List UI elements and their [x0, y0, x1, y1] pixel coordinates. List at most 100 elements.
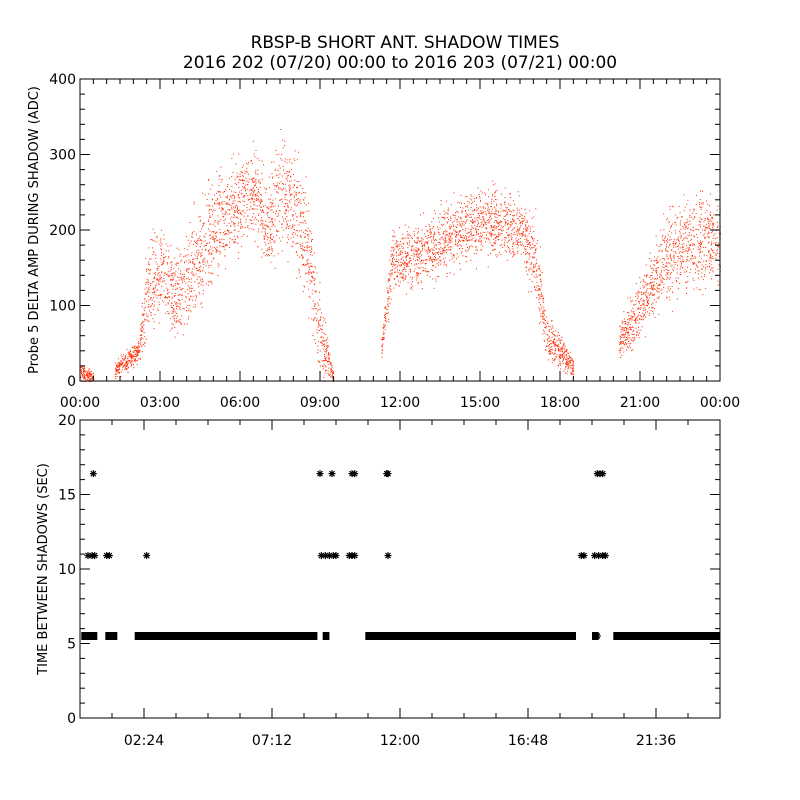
top-data-point — [230, 195, 232, 197]
top-data-point — [476, 253, 478, 255]
top-data-point — [120, 360, 122, 362]
top-data-point — [255, 179, 257, 181]
top-data-point — [455, 239, 457, 241]
top-data-point — [238, 222, 240, 224]
top-data-point — [148, 299, 150, 301]
top-data-point — [494, 216, 496, 218]
top-data-point — [235, 205, 237, 207]
top-data-point — [115, 365, 117, 367]
top-data-point — [185, 296, 187, 298]
top-data-point — [497, 222, 499, 224]
top-data-point — [628, 328, 630, 330]
top-data-point — [411, 278, 413, 280]
top-data-point — [490, 206, 492, 208]
top-data-point — [500, 225, 502, 227]
top-data-point — [239, 191, 241, 193]
top-data-point — [144, 299, 146, 301]
top-data-point — [422, 239, 424, 241]
top-data-point — [296, 277, 298, 279]
top-data-point — [327, 373, 329, 374]
top-data-point — [318, 322, 320, 324]
top-data-point — [199, 235, 201, 237]
top-data-point — [553, 340, 555, 342]
top-data-point — [541, 305, 543, 307]
top-data-point — [292, 240, 294, 242]
top-data-point — [697, 261, 699, 263]
top-data-point — [407, 262, 409, 264]
top-data-point — [223, 222, 225, 224]
top-data-point — [509, 210, 511, 212]
top-data-point — [313, 319, 315, 321]
top-data-point — [644, 309, 646, 311]
top-data-point — [562, 348, 564, 350]
top-data-point — [484, 210, 486, 212]
top-data-point — [135, 351, 137, 353]
top-data-point — [158, 283, 160, 285]
top-data-point — [532, 270, 534, 272]
top-data-point — [529, 267, 531, 269]
top-data-point — [272, 199, 274, 201]
top-data-point — [302, 249, 304, 251]
top-data-point — [420, 240, 422, 242]
top-data-point — [182, 294, 183, 296]
top-data-point — [623, 344, 625, 346]
top-data-point — [651, 267, 653, 269]
top-data-point — [667, 241, 669, 243]
top-data-point — [175, 264, 177, 266]
top-data-point — [323, 344, 325, 346]
top-data-point — [564, 351, 566, 353]
top-data-point — [80, 372, 82, 374]
top-data-point — [161, 281, 163, 283]
top-data-point — [229, 209, 231, 211]
top-data-point — [481, 192, 483, 194]
top-data-point — [300, 203, 302, 204]
top-data-point — [180, 323, 182, 325]
top-data-point — [328, 353, 330, 355]
top-data-point — [710, 257, 712, 259]
top-data-point — [494, 248, 496, 250]
top-data-point — [279, 187, 281, 189]
top-data-point — [178, 283, 180, 285]
top-data-point — [303, 202, 305, 204]
top-data-point — [490, 231, 492, 233]
top-data-point — [166, 263, 168, 265]
top-data-point — [687, 252, 689, 254]
top-data-point — [207, 204, 209, 206]
top-data-point — [628, 343, 630, 345]
top-data-point — [294, 184, 295, 186]
top-data-point — [128, 360, 130, 362]
top-data-point — [242, 164, 244, 166]
top-data-point — [170, 279, 171, 281]
top-data-point — [477, 209, 479, 211]
top-data-point — [238, 153, 240, 155]
top-data-point — [458, 231, 460, 233]
top-data-point — [388, 278, 390, 280]
top-data-point — [408, 226, 410, 228]
top-data-point — [253, 192, 255, 194]
top-data-point — [188, 259, 190, 261]
top-data-point — [523, 252, 524, 254]
top-data-point — [177, 332, 179, 334]
top-data-point — [224, 249, 226, 250]
top-data-point — [396, 240, 398, 242]
top-data-point — [259, 186, 261, 188]
top-data-point — [218, 207, 220, 209]
top-data-point — [534, 289, 536, 291]
top-data-point — [571, 359, 573, 361]
top-data-point — [429, 276, 431, 278]
top-data-point — [546, 338, 548, 340]
top-data-point — [217, 266, 219, 268]
top-data-point — [396, 271, 398, 273]
top-data-point — [307, 272, 309, 274]
top-data-point — [298, 272, 300, 274]
top-data-point — [498, 233, 500, 235]
top-data-point — [480, 236, 482, 238]
top-data-point — [272, 222, 273, 224]
top-data-point — [511, 236, 513, 238]
top-data-point — [159, 294, 161, 295]
top-data-point — [187, 249, 189, 251]
top-data-point — [117, 362, 119, 364]
top-data-point — [401, 277, 403, 279]
top-data-point — [544, 340, 546, 342]
top-data-point — [482, 245, 484, 247]
